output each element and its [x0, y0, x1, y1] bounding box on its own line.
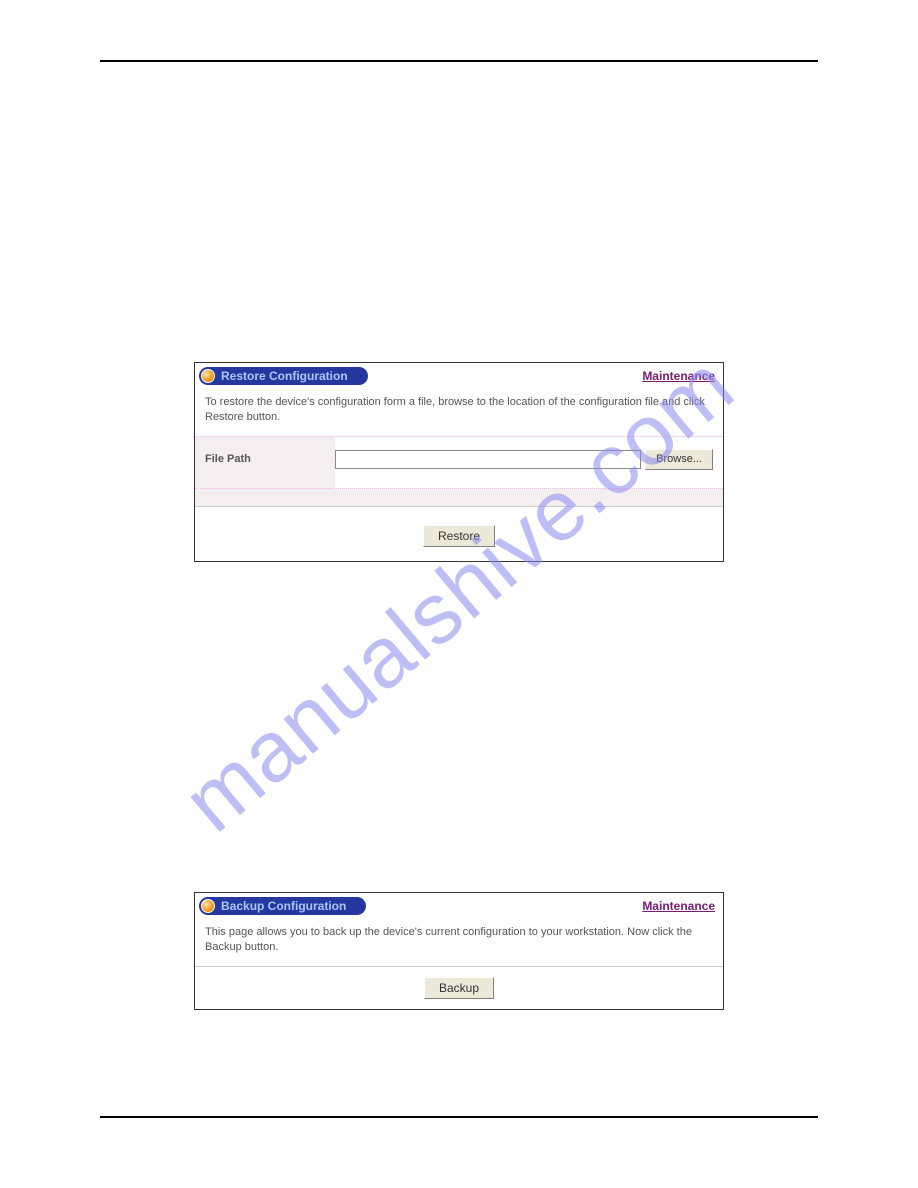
restore-button[interactable]: Restore — [423, 525, 495, 547]
bottom-horizontal-rule — [100, 1116, 818, 1118]
restore-description: To restore the device's configuration fo… — [195, 387, 723, 437]
document-page: manualshive.com Restore Configuration Ma… — [0, 0, 918, 1188]
backup-button-row: Backup — [195, 967, 723, 1009]
backup-config-panel: Backup Configuration Maintenance This pa… — [194, 892, 724, 1010]
restore-spacer — [195, 489, 723, 507]
backup-button[interactable]: Backup — [424, 977, 494, 999]
file-path-input[interactable] — [335, 450, 641, 469]
backup-title: Backup Configuration — [221, 899, 346, 913]
browse-button[interactable]: Browse... — [645, 449, 713, 470]
backup-panel-header: Backup Configuration Maintenance — [195, 893, 723, 917]
maintenance-link[interactable]: Maintenance — [642, 899, 715, 913]
bullet-icon — [201, 369, 215, 383]
vertical-gap — [100, 562, 818, 892]
restore-config-panel: Restore Configuration Maintenance To res… — [194, 362, 724, 562]
backup-title-pill: Backup Configuration — [199, 897, 366, 915]
file-path-row: File Path Browse... — [195, 437, 723, 489]
maintenance-link[interactable]: Maintenance — [642, 369, 715, 383]
restore-button-row: Restore — [195, 507, 723, 561]
bullet-icon — [201, 899, 215, 913]
backup-description: This page allows you to back up the devi… — [195, 917, 723, 967]
restore-panel-header: Restore Configuration Maintenance — [195, 363, 723, 387]
restore-title-pill: Restore Configuration — [199, 367, 368, 385]
restore-title: Restore Configuration — [221, 369, 348, 383]
file-path-label: File Path — [205, 453, 335, 465]
top-horizontal-rule — [100, 60, 818, 62]
